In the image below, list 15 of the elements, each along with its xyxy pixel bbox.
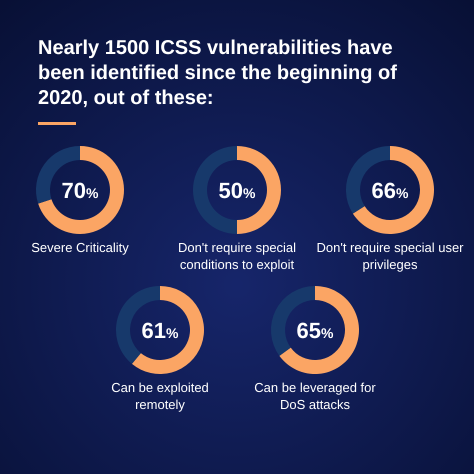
- data-label: 66%: [372, 178, 410, 203]
- data-label: 65%: [296, 318, 334, 343]
- data-label: 70%: [62, 178, 100, 203]
- text: Can be exploited remotely: [111, 380, 209, 412]
- text: Severe Criticality: [31, 240, 130, 255]
- data-label: 61%: [142, 318, 180, 343]
- text: Don't require special user privileges: [316, 240, 464, 272]
- text: Don't require special conditions to exploit: [178, 240, 296, 272]
- donut-slice: [279, 286, 359, 374]
- donut-slice: [132, 286, 204, 374]
- text: Nearly 1500 ICSS vulnerabilities have been identified since the beginning of 2020, out of these:: [38, 37, 398, 109]
- donut-slice: [352, 146, 434, 234]
- text: Can be leveraged for DoS attacks: [254, 380, 376, 412]
- donut-slice: [38, 146, 124, 234]
- data-label: 50%: [218, 178, 256, 203]
